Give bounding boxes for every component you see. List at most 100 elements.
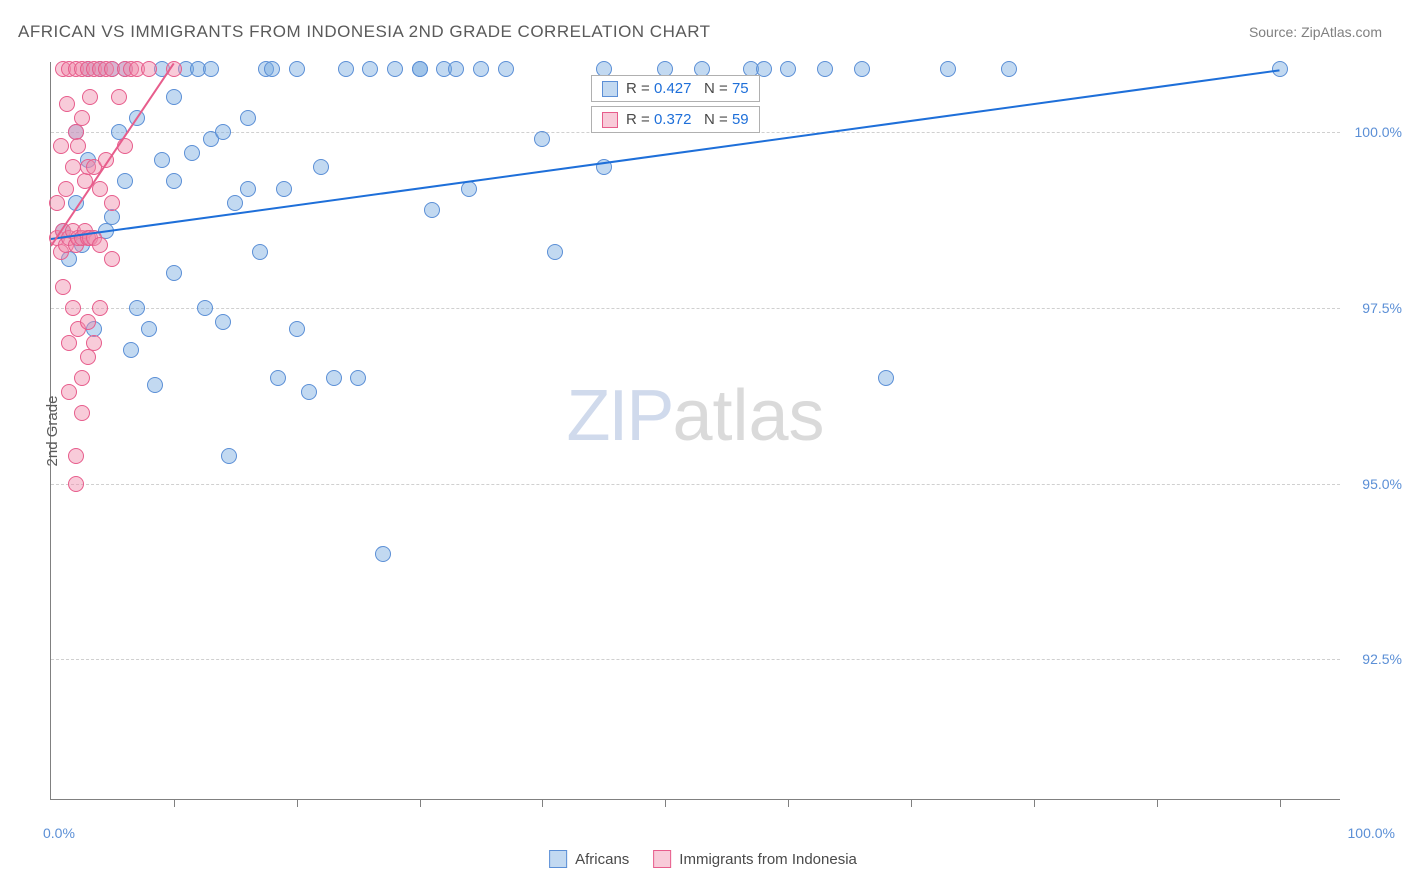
x-axis-min-label: 0.0%	[43, 825, 75, 841]
scatter-point	[270, 370, 286, 386]
scatter-point	[74, 370, 90, 386]
scatter-point	[80, 349, 96, 365]
gridline	[51, 484, 1340, 485]
x-axis-max-label: 100.0%	[1348, 825, 1395, 841]
scatter-point	[61, 335, 77, 351]
x-tick	[1034, 799, 1035, 807]
stats-text: R = 0.427 N = 75	[626, 80, 749, 97]
scatter-point	[117, 173, 133, 189]
gridline	[51, 308, 1340, 309]
scatter-point	[166, 173, 182, 189]
scatter-point	[92, 237, 108, 253]
scatter-point	[940, 61, 956, 77]
legend-label: Immigrants from Indonesia	[679, 851, 857, 868]
x-tick	[1280, 799, 1281, 807]
scatter-point	[215, 124, 231, 140]
scatter-point	[61, 384, 77, 400]
scatter-point	[289, 61, 305, 77]
scatter-point	[387, 61, 403, 77]
stats-text: R = 0.372 N = 59	[626, 111, 749, 128]
scatter-point	[104, 195, 120, 211]
scatter-point	[58, 181, 74, 197]
scatter-point	[154, 152, 170, 168]
scatter-point	[252, 244, 268, 260]
x-tick	[297, 799, 298, 807]
scatter-point	[141, 321, 157, 337]
x-tick	[174, 799, 175, 807]
scatter-point	[534, 131, 550, 147]
watermark: ZIPatlas	[566, 375, 824, 457]
scatter-point	[313, 159, 329, 175]
legend: Africans Immigrants from Indonesia	[549, 850, 857, 868]
scatter-point	[129, 300, 145, 316]
scatter-point	[111, 89, 127, 105]
scatter-point	[350, 370, 366, 386]
scatter-point	[80, 314, 96, 330]
legend-item: Africans	[549, 850, 629, 868]
scatter-point	[166, 265, 182, 281]
scatter-point	[817, 61, 833, 77]
scatter-point	[104, 251, 120, 267]
source-attribution: Source: ZipAtlas.com	[1249, 24, 1382, 40]
gridline	[51, 659, 1340, 660]
x-tick	[420, 799, 421, 807]
stats-box: R = 0.427 N = 75	[591, 75, 760, 102]
scatter-point	[412, 61, 428, 77]
scatter-point	[780, 61, 796, 77]
scatter-point	[878, 370, 894, 386]
scatter-point	[289, 321, 305, 337]
scatter-point	[166, 89, 182, 105]
plot-area: 2nd Grade ZIPatlas 92.5%95.0%97.5%100.0%…	[50, 62, 1340, 800]
series-swatch	[602, 112, 618, 128]
scatter-point	[86, 335, 102, 351]
scatter-point	[74, 110, 90, 126]
scatter-point	[375, 546, 391, 562]
scatter-point	[65, 159, 81, 175]
scatter-point	[92, 300, 108, 316]
scatter-point	[74, 405, 90, 421]
scatter-point	[68, 448, 84, 464]
stats-box: R = 0.372 N = 59	[591, 106, 760, 133]
scatter-point	[59, 96, 75, 112]
scatter-point	[498, 61, 514, 77]
scatter-point	[55, 279, 71, 295]
y-tick-label: 95.0%	[1362, 476, 1402, 492]
y-tick-label: 92.5%	[1362, 651, 1402, 667]
scatter-point	[65, 300, 81, 316]
scatter-point	[448, 61, 464, 77]
scatter-point	[424, 202, 440, 218]
scatter-point	[197, 300, 213, 316]
series-swatch	[602, 81, 618, 97]
legend-swatch	[549, 850, 567, 868]
scatter-point	[547, 244, 563, 260]
scatter-point	[215, 314, 231, 330]
x-tick	[665, 799, 666, 807]
scatter-point	[1001, 61, 1017, 77]
scatter-point	[123, 342, 139, 358]
scatter-point	[301, 384, 317, 400]
legend-item: Immigrants from Indonesia	[653, 850, 857, 868]
scatter-point	[240, 181, 256, 197]
scatter-point	[264, 61, 280, 77]
legend-label: Africans	[575, 851, 629, 868]
scatter-point	[326, 370, 342, 386]
x-tick	[911, 799, 912, 807]
legend-swatch	[653, 850, 671, 868]
x-tick	[542, 799, 543, 807]
y-tick-label: 97.5%	[1362, 300, 1402, 316]
scatter-point	[362, 61, 378, 77]
scatter-point	[104, 209, 120, 225]
correlation-chart: AFRICAN VS IMMIGRANTS FROM INDONESIA 2ND…	[0, 0, 1406, 892]
scatter-point	[203, 61, 219, 77]
scatter-point	[53, 138, 69, 154]
scatter-point	[70, 138, 86, 154]
scatter-point	[338, 61, 354, 77]
scatter-point	[473, 61, 489, 77]
scatter-point	[147, 377, 163, 393]
scatter-point	[221, 448, 237, 464]
scatter-point	[854, 61, 870, 77]
scatter-point	[141, 61, 157, 77]
y-tick-label: 100.0%	[1355, 124, 1402, 140]
y-axis-title: 2nd Grade	[44, 395, 61, 466]
scatter-point	[68, 476, 84, 492]
